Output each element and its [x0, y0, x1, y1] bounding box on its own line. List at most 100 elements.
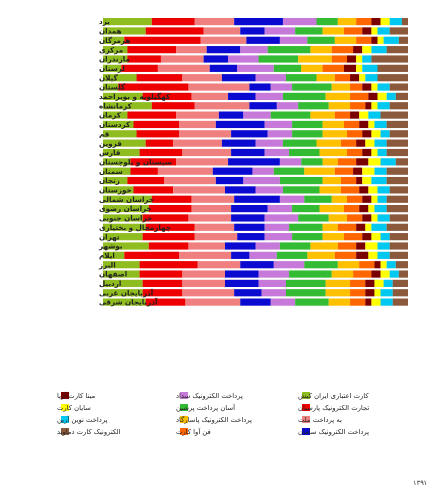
bar-segment [325, 289, 351, 297]
bar-segment [301, 158, 323, 166]
province-label: ایلام [99, 251, 115, 260]
bar-segment [279, 36, 308, 44]
bar-segment [292, 83, 332, 91]
bar-segment [371, 102, 378, 110]
bar-segment [231, 251, 250, 259]
bar-segment [356, 18, 372, 26]
bar-segment [103, 176, 128, 185]
bar-segment [334, 251, 357, 259]
bar-segment [234, 195, 280, 203]
province-label: آذربایجان شرقی [99, 297, 158, 307]
bar-segment [191, 205, 232, 213]
bar-segment [392, 298, 408, 306]
bar-segment [124, 251, 180, 259]
bar-segment [182, 279, 225, 287]
province-labels: یزدهمدانهرمزگانمرکزیمازندرانلرستانگیلانگ… [98, 17, 172, 307]
bar-segment [365, 102, 372, 110]
bar-segment [286, 74, 317, 82]
bar-segment [103, 251, 125, 259]
bar-segment [176, 46, 207, 54]
bar-segment [337, 223, 357, 231]
bar-segment [273, 261, 305, 269]
bar-segment [127, 111, 177, 119]
bar-segment [292, 205, 320, 213]
bar-segment [228, 158, 280, 166]
bar-segment [374, 120, 387, 129]
bar-segment [289, 223, 323, 231]
legend-swatch [302, 428, 310, 435]
legend-label: پرداخت الکترونیک سامان [298, 428, 369, 436]
bar-segment [371, 18, 381, 26]
bar-segment [103, 55, 128, 63]
province-label: خراسان شمالی [99, 195, 154, 204]
province-label: مازندران [99, 55, 130, 64]
bar-segment [359, 111, 369, 119]
bar-segment [194, 102, 250, 110]
bar-segment [289, 148, 320, 157]
bar-segment [307, 251, 335, 259]
bar-segment [380, 270, 390, 278]
bar-segment [103, 46, 128, 54]
province-label: مرکزی [99, 45, 123, 54]
bar-segment [282, 139, 317, 147]
bar-segment [215, 120, 265, 129]
bar-segment [179, 120, 216, 129]
bar-segment [380, 289, 393, 297]
bar-segment [377, 214, 390, 222]
bar-segment [292, 233, 323, 241]
bar-segment [350, 83, 363, 91]
bar-segment [218, 111, 244, 119]
bar-segment [365, 74, 378, 82]
bar-segment [343, 120, 360, 129]
bar-segment [353, 270, 372, 278]
bar-segment [310, 242, 338, 250]
bar-segment [179, 130, 232, 138]
province-label: سمنان [99, 167, 123, 176]
bar-segment [295, 298, 329, 306]
bar-segment [347, 148, 363, 157]
province-label: خوزستان [99, 186, 132, 195]
bar-segment [194, 233, 238, 241]
bar-segment [365, 242, 378, 250]
bar-segment [374, 167, 387, 175]
bar-segment [340, 186, 360, 194]
bar-segment [322, 233, 344, 241]
bar-segment [103, 223, 146, 231]
bar-segment [310, 46, 332, 54]
bar-segment [139, 270, 183, 278]
bar-segment [310, 111, 335, 119]
bars-group [103, 18, 408, 306]
bar-segment [231, 130, 268, 138]
bar-segment [377, 148, 387, 157]
bar-segment [386, 92, 396, 100]
bar-segment [157, 167, 213, 175]
bar-segment [334, 167, 354, 175]
bar-segment [173, 139, 222, 147]
bar-segment [331, 270, 354, 278]
bar-segment [325, 279, 351, 287]
legend-label: به پرداخت ملت [298, 416, 342, 424]
bar-segment [334, 111, 351, 119]
bar-segment [356, 223, 366, 231]
bar-segment [151, 102, 195, 110]
province-label: هرمزگان [99, 36, 130, 45]
bar-segment [368, 120, 375, 129]
bar-segment [234, 289, 262, 297]
bar-segment [240, 261, 274, 269]
bar-segment [237, 64, 274, 72]
bar-segment [273, 167, 305, 175]
bar-segment [356, 242, 366, 250]
bar-segment [328, 102, 351, 110]
bar-segment [304, 195, 332, 203]
bar-segment [365, 139, 375, 147]
province-label: یزد [99, 17, 110, 26]
bar-segment [368, 158, 381, 166]
bar-segment [389, 102, 408, 110]
legend-label: پرداخت نوین آرین [57, 415, 108, 424]
bar-segment [377, 27, 390, 35]
bar-segment [282, 186, 320, 194]
bar-segment [188, 83, 250, 91]
legend-swatch [180, 392, 188, 399]
bar-segment [319, 148, 347, 157]
bar-segment [279, 176, 323, 185]
